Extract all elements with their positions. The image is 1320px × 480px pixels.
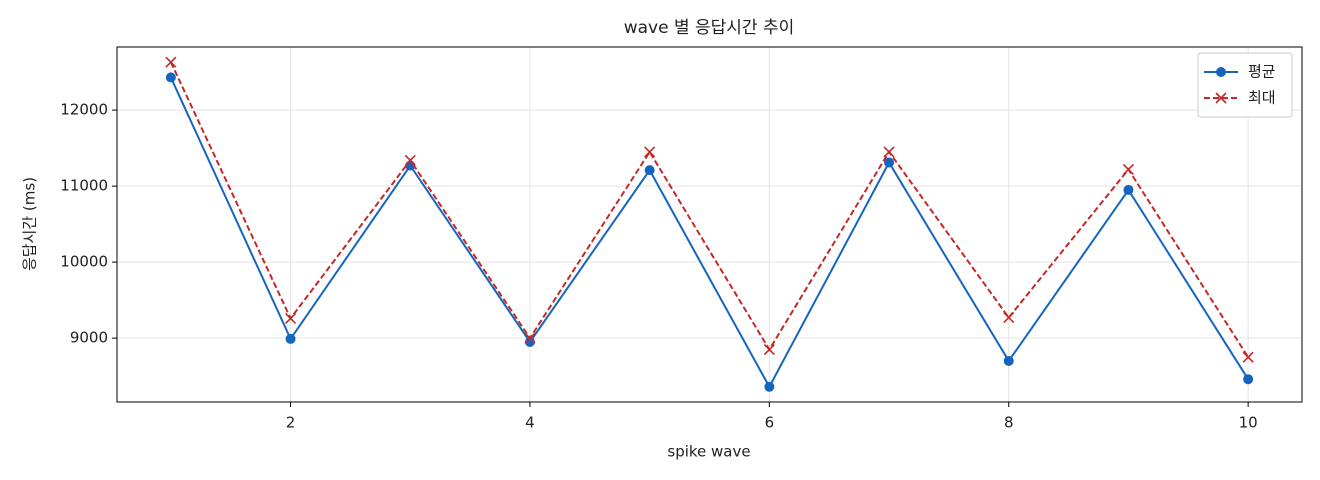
- marker: [644, 146, 656, 158]
- x-tick-label: 8: [1004, 414, 1014, 432]
- x-axis-label: spike wave: [667, 443, 750, 461]
- y-tick-label: 10000: [60, 253, 108, 271]
- legend-frame: [1197, 52, 1293, 118]
- marker: [165, 56, 177, 68]
- marker: [1123, 184, 1134, 195]
- y-axis-label: 응답시간 (ms): [21, 177, 39, 271]
- y-tick-label: 11000: [60, 177, 108, 195]
- marker: [763, 343, 775, 356]
- series-line: [169, 61, 1249, 358]
- marker: [284, 312, 297, 324]
- x-tick-label: 2: [286, 414, 296, 432]
- legend-marker: [1216, 67, 1226, 77]
- y-tick-label: 12000: [60, 101, 108, 119]
- marker: [1242, 351, 1254, 363]
- x-tick-label: 6: [765, 414, 775, 432]
- marker: [524, 336, 535, 347]
- x-tick-label: 4: [525, 414, 535, 432]
- legend-label: 평균: [1248, 63, 1276, 81]
- series-line: [169, 76, 1249, 389]
- chart-title: wave 별 응답시간 추이: [624, 18, 795, 38]
- y-tick-label: 9000: [70, 329, 108, 347]
- legend-marker: [1215, 92, 1227, 104]
- marker: [524, 332, 536, 344]
- marker: [1122, 163, 1135, 175]
- legend-label: 최대: [1248, 89, 1276, 107]
- marker: [764, 381, 775, 392]
- marker: [1003, 312, 1015, 324]
- marker: [404, 154, 416, 166]
- marker: [1243, 374, 1254, 385]
- marker: [165, 72, 176, 83]
- plot-frame: [116, 46, 1303, 403]
- marker: [644, 165, 655, 176]
- marker: [285, 333, 296, 344]
- marker: [884, 157, 895, 168]
- x-tick-label: 10: [1239, 414, 1258, 432]
- marker: [1003, 355, 1014, 366]
- marker: [883, 146, 895, 158]
